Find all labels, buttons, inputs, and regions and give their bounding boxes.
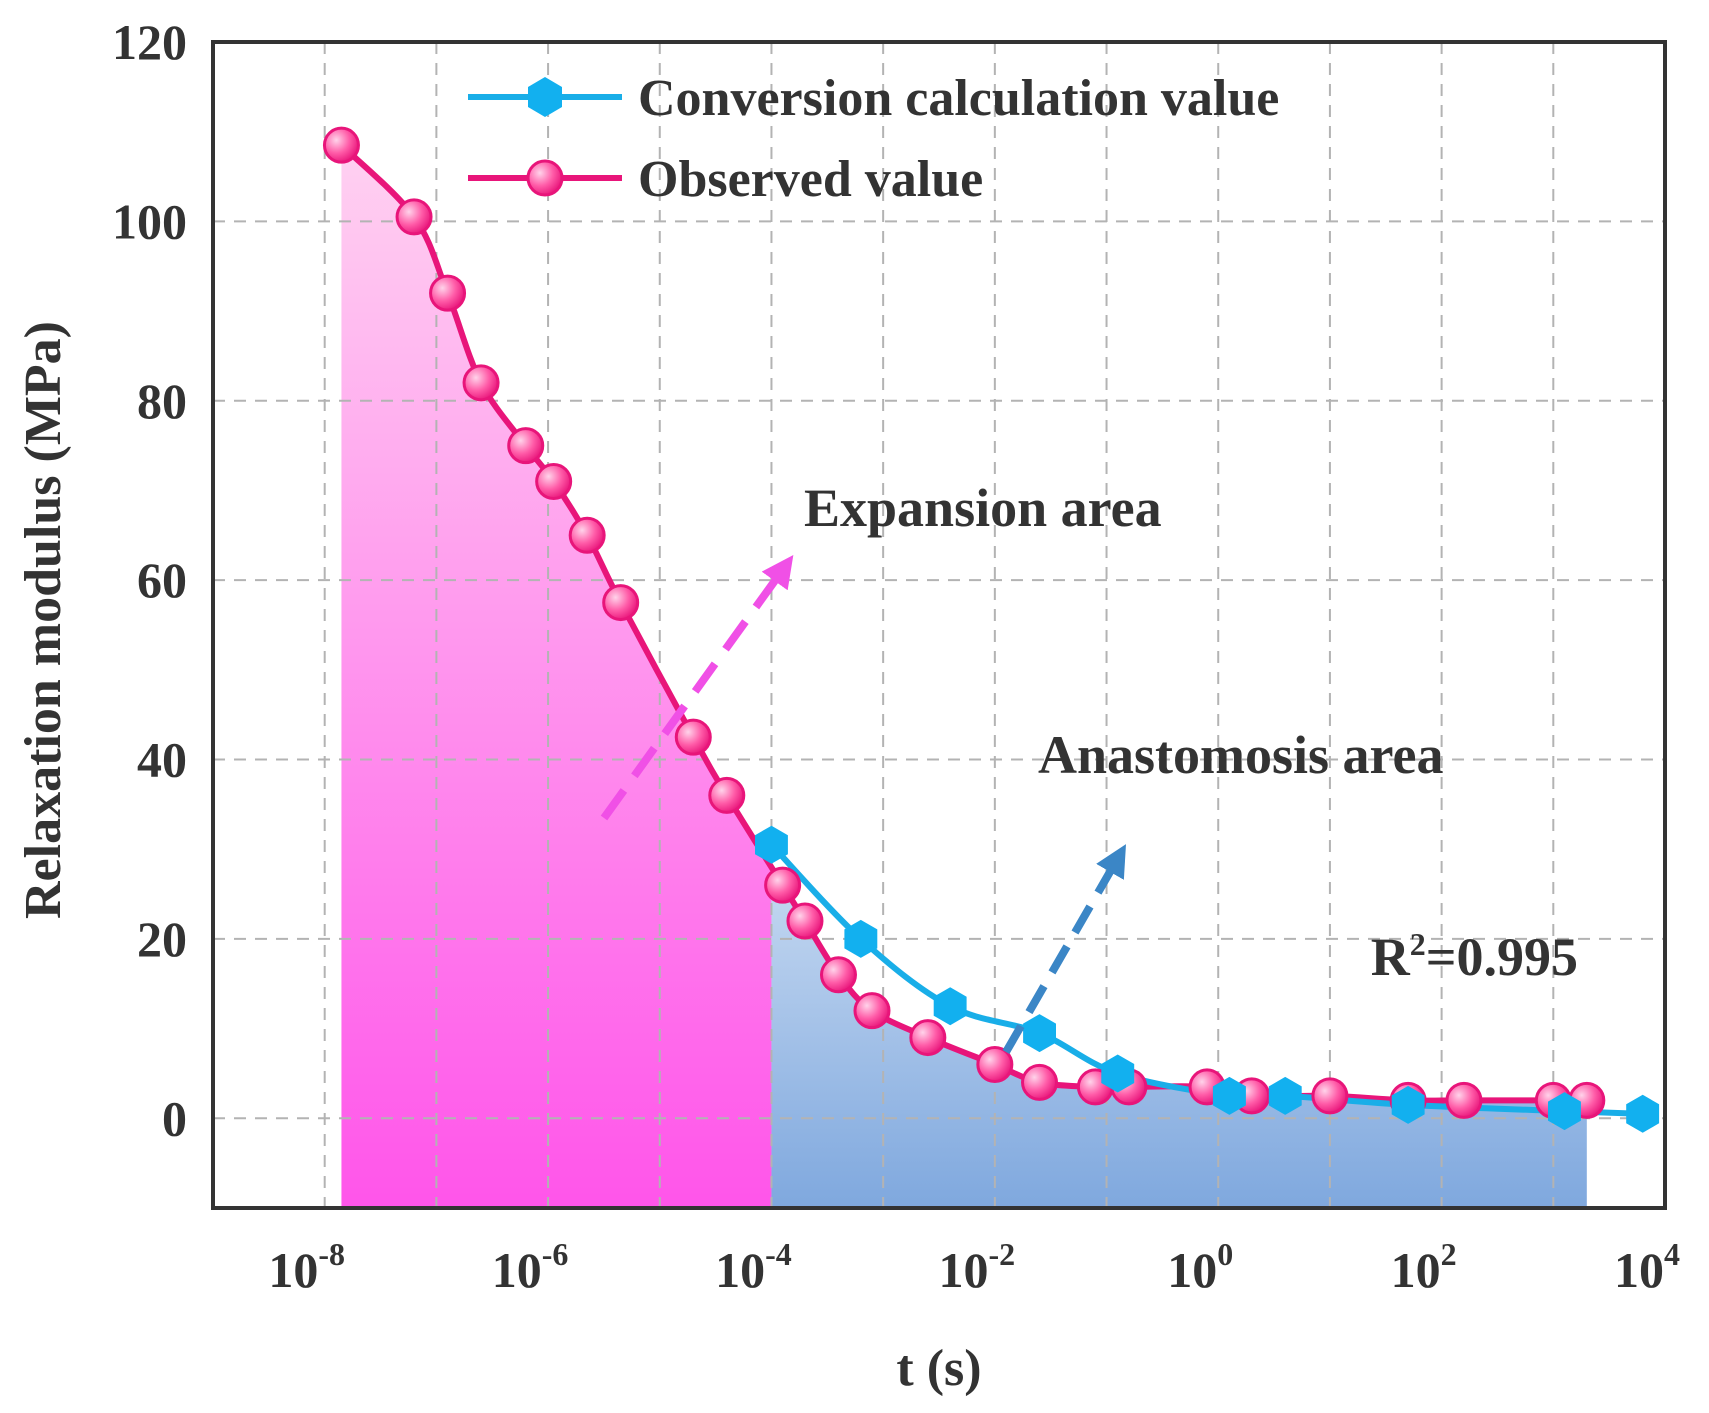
conversion-point (1212, 1076, 1246, 1115)
legend: Conversion calculation value Observed va… (468, 70, 1279, 208)
conversion-point (1268, 1076, 1302, 1115)
observed-point (1311, 1077, 1349, 1115)
observed-point (764, 866, 802, 904)
conversion-point (933, 987, 967, 1026)
x-tick-label: 10-6 (492, 1236, 569, 1298)
observed-point (535, 462, 573, 500)
legend-marker-observed (526, 159, 564, 197)
observed-point (395, 198, 433, 236)
anastomosis-area-fill (771, 867, 1587, 1208)
shaded-regions (341, 145, 1587, 1209)
x-tick-label: 10-2 (939, 1236, 1016, 1298)
y-tick-label: 20 (137, 911, 187, 967)
series-markers (322, 126, 1660, 1133)
x-axis-title: t (s) (896, 1340, 981, 1397)
observed-point (1445, 1081, 1483, 1119)
r-squared-label: R2=0.995 (1371, 926, 1578, 987)
observed-point (853, 992, 891, 1030)
observed-point (429, 274, 467, 312)
observed-point (786, 902, 824, 940)
anastomosis-area-label: Anastomosis area (1038, 725, 1444, 785)
y-tick-label: 80 (137, 373, 187, 429)
observed-point (976, 1045, 1014, 1083)
x-tick-label: 100 (1167, 1236, 1233, 1298)
expansion-area-fill (341, 145, 772, 1209)
conversion-point (1548, 1092, 1581, 1131)
conversion-point (1626, 1094, 1660, 1133)
conversion-point (844, 919, 878, 958)
legend-label-observed: Observed value (638, 151, 983, 208)
conversion-point (755, 825, 788, 864)
observed-point (909, 1019, 947, 1057)
observed-point (1021, 1063, 1059, 1101)
observed-point (674, 718, 712, 756)
conversion-point (1101, 1054, 1135, 1093)
conversion-line (769, 842, 1643, 1117)
y-axis-title: Relaxation modulus (MPa) (15, 321, 72, 919)
y-tick-label: 60 (137, 552, 187, 608)
y-tick-label: 100 (112, 193, 187, 249)
observed-point (322, 126, 360, 164)
legend-label-conversion: Conversion calculation value (638, 70, 1279, 127)
observed-point (819, 956, 857, 994)
axis-tick-labels: 0 20 40 60 80 100 120 10-8 10-6 10-4 10-2 100 102 104 (112, 14, 1680, 1298)
y-tick-label: 0 (162, 1090, 187, 1146)
y-tick-label: 40 (137, 732, 187, 788)
conversion-point (1023, 1014, 1056, 1053)
x-tick-label: 102 (1391, 1236, 1457, 1298)
plot-frame (211, 40, 1667, 1210)
y-tick-label: 120 (112, 14, 187, 70)
x-tick-label: 10-8 (268, 1236, 345, 1298)
conversion-point (1391, 1085, 1425, 1124)
observed-point (462, 364, 500, 402)
anastomosis-arrow (1002, 844, 1126, 1054)
x-tick-label: 10-4 (715, 1236, 792, 1298)
legend-marker-conversion (528, 77, 562, 117)
x-tick-label: 104 (1614, 1236, 1680, 1298)
observed-point (708, 776, 746, 814)
observed-point (568, 516, 606, 554)
expansion-area-label: Expansion area (804, 478, 1162, 538)
observed-point (602, 584, 640, 622)
observed-point (507, 427, 545, 465)
